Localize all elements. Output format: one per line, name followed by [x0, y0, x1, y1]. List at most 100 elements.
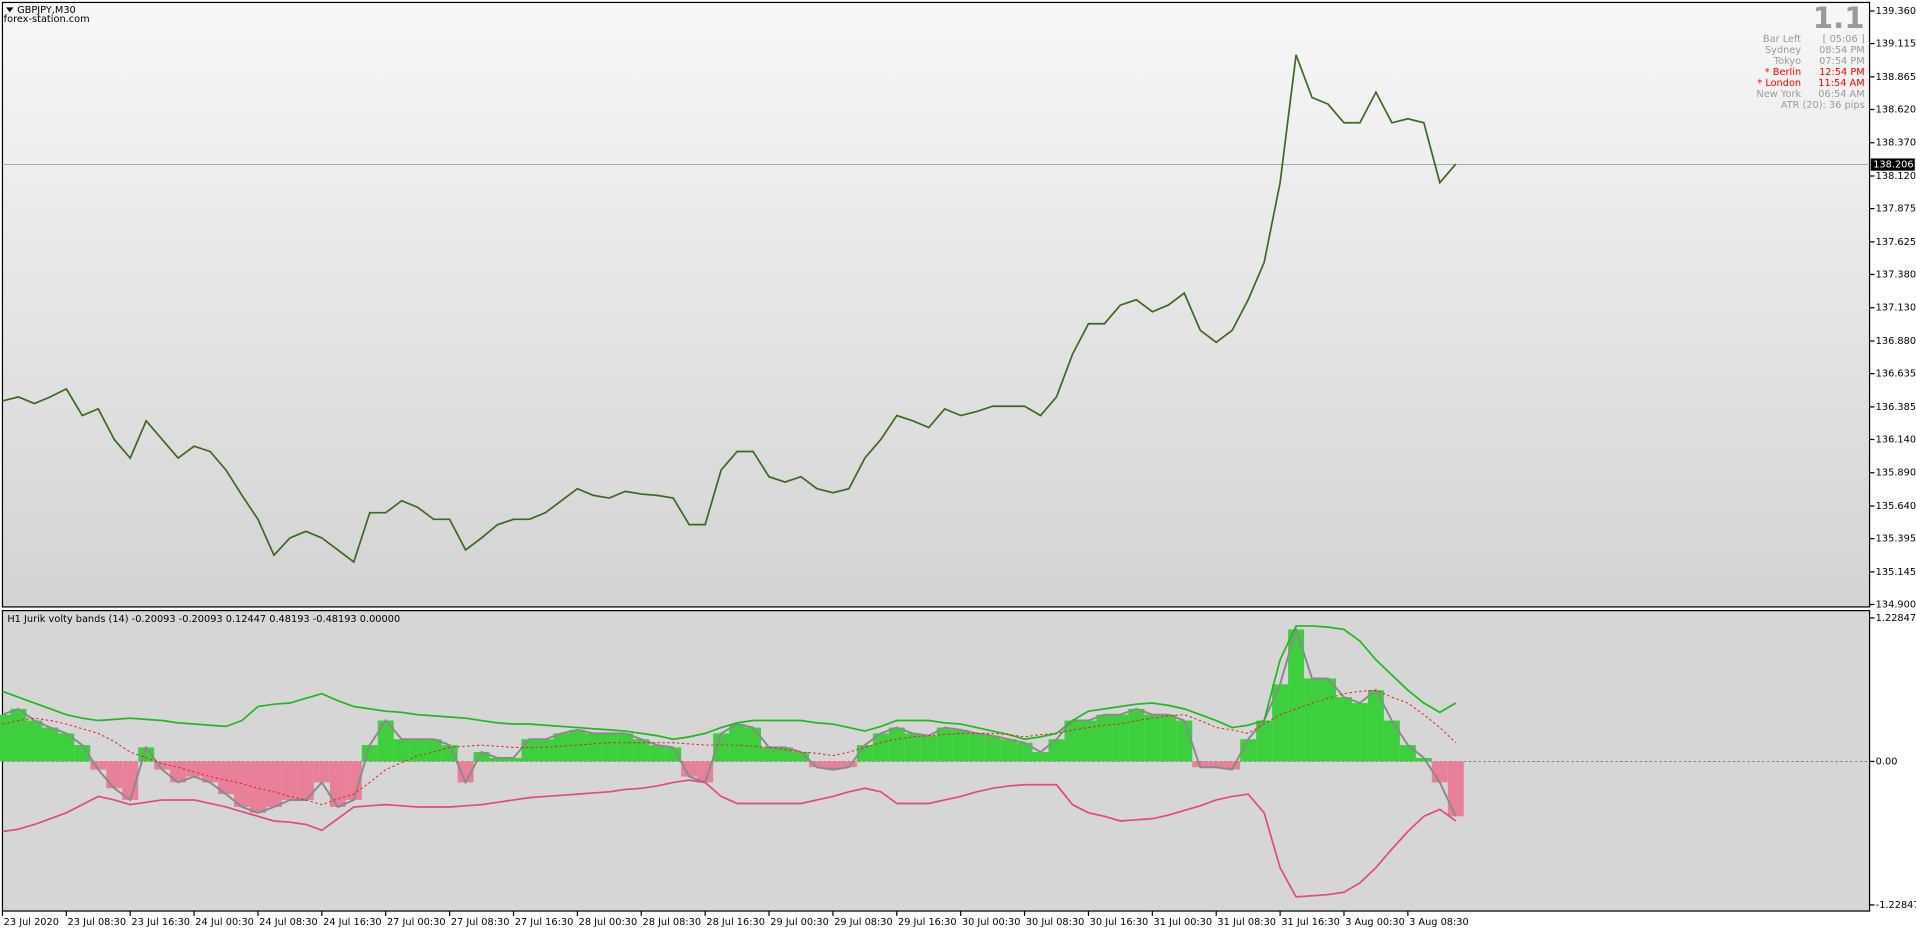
info-label: Sydney — [1765, 45, 1801, 56]
symbol-title: GBPJPY,M30 — [17, 5, 76, 16]
histogram-bar — [122, 761, 139, 800]
histogram-bar — [1431, 761, 1448, 783]
histogram-bar — [1351, 703, 1368, 762]
band-line — [2, 779, 1457, 898]
histogram-bar — [249, 761, 266, 813]
info-label: * London — [1757, 78, 1801, 89]
menu-arrow[interactable] — [6, 7, 14, 13]
y-tick-label: 138.370 — [1876, 138, 1916, 149]
y-tick-label: 137.625 — [1876, 237, 1916, 248]
histogram-bar — [697, 761, 714, 783]
current-price-label: 138.206 — [1873, 160, 1913, 171]
histogram-bar — [553, 733, 570, 762]
histogram-bar — [1000, 739, 1017, 762]
x-tick-label: 24 Jul 16:30 — [323, 917, 382, 928]
x-tick-label: 31 Jul 16:30 — [1281, 917, 1340, 928]
histogram-bar — [808, 761, 825, 768]
y-tick-label: 139.360 — [1876, 6, 1916, 17]
y-tick-label: 136.635 — [1876, 369, 1916, 380]
histogram-bar — [1096, 714, 1113, 762]
x-tick-label: 24 Jul 00:30 — [195, 917, 254, 928]
histogram-outline — [2, 626, 1457, 817]
histogram-bar — [10, 708, 27, 762]
histogram-bar — [0, 714, 11, 762]
info-value: 11:54 AM — [1818, 78, 1864, 89]
x-tick-label: 30 Jul 16:30 — [1090, 917, 1149, 928]
histogram-bar — [633, 739, 650, 762]
histogram-bar — [585, 733, 602, 762]
histogram-bar — [537, 739, 554, 762]
histogram-bar — [154, 761, 171, 770]
histogram-bar — [74, 745, 91, 762]
x-tick-label: 31 Jul 08:30 — [1217, 917, 1276, 928]
histogram-bar — [1447, 761, 1464, 817]
x-tick-label: 29 Jul 16:30 — [898, 917, 957, 928]
y-tick-label: 135.890 — [1876, 468, 1916, 479]
histogram-bar — [952, 729, 969, 762]
histogram-bar — [745, 727, 762, 762]
histogram-bar — [1367, 690, 1384, 762]
info-label: Tokyo — [1773, 56, 1801, 67]
histogram-bar — [186, 761, 203, 777]
watermark: forex-station.com — [4, 14, 90, 25]
y-tick-label: 138.620 — [1876, 104, 1916, 115]
histogram-bar — [265, 761, 282, 807]
y-tick-label: 139.115 — [1876, 39, 1916, 50]
histogram-bar — [505, 757, 522, 762]
histogram-bar — [1016, 742, 1033, 762]
histogram-bar — [202, 761, 219, 783]
histogram-bar — [601, 733, 618, 762]
histogram-bar — [313, 761, 330, 783]
band-line — [2, 625, 1457, 741]
y-tick-label: 135.145 — [1876, 567, 1916, 578]
y-tick-label: 134.900 — [1876, 599, 1916, 610]
histogram-bar — [968, 733, 985, 762]
y-tick-label: -1.22847 — [1876, 900, 1916, 911]
histogram-bar — [1383, 720, 1400, 762]
histogram-bar — [90, 761, 107, 770]
x-tick-label: 23 Jul 16:30 — [131, 917, 190, 928]
histogram-bar — [713, 733, 730, 762]
histogram-bar — [1336, 697, 1352, 762]
histogram-bar — [1064, 720, 1081, 762]
x-tick-label: 3 Aug 00:30 — [1345, 917, 1405, 928]
x-tick-label: 23 Jul 2020 — [4, 917, 59, 928]
y-tick-label: 138.120 — [1876, 171, 1916, 182]
x-tick-label: 30 Jul 08:30 — [1026, 917, 1085, 928]
histogram-bar — [904, 733, 921, 762]
x-tick-label: 29 Jul 00:30 — [770, 917, 829, 928]
info-label: * Berlin — [1765, 67, 1801, 78]
histogram-bar — [345, 761, 362, 800]
x-tick-label: 31 Jul 00:30 — [1154, 917, 1213, 928]
histogram-bar — [1208, 761, 1225, 768]
x-tick-label: 3 Aug 08:30 — [1409, 917, 1469, 928]
histogram-bar — [729, 724, 746, 762]
y-tick-label: 136.385 — [1876, 402, 1916, 413]
histogram-bar — [888, 727, 905, 762]
histogram-bar — [26, 720, 43, 762]
indicator-title: H1 Jurik volty bands (14) -0.20093 -0.20… — [7, 614, 400, 625]
info-value: 12:54 PM — [1819, 67, 1865, 78]
y-tick-label: 137.875 — [1876, 204, 1916, 215]
histogram-bar — [1112, 714, 1129, 762]
y-tick-label: 1.22847 — [1876, 613, 1916, 624]
histogram-bar — [409, 739, 426, 762]
histogram-bar — [617, 733, 634, 762]
info-value: 08:54 PM — [1819, 45, 1865, 56]
y-tick-label: 137.380 — [1876, 269, 1916, 280]
y-tick-label: 138.865 — [1876, 72, 1916, 83]
histogram-bar — [457, 761, 474, 783]
histogram-bar — [1080, 720, 1097, 762]
price-panel — [1, 1, 1871, 608]
histogram-bar — [473, 752, 490, 762]
x-tick-label: 28 Jul 00:30 — [579, 917, 638, 928]
histogram-bar — [42, 727, 59, 762]
histogram-bar — [936, 727, 953, 762]
x-tick-label: 27 Jul 08:30 — [451, 917, 510, 928]
histogram-bar — [425, 739, 442, 762]
info-value: 06:54 AM — [1818, 89, 1864, 100]
histogram-bar — [58, 733, 75, 762]
histogram-bar — [681, 761, 698, 777]
histogram-bar — [441, 745, 458, 762]
histogram-bar — [1048, 739, 1065, 762]
